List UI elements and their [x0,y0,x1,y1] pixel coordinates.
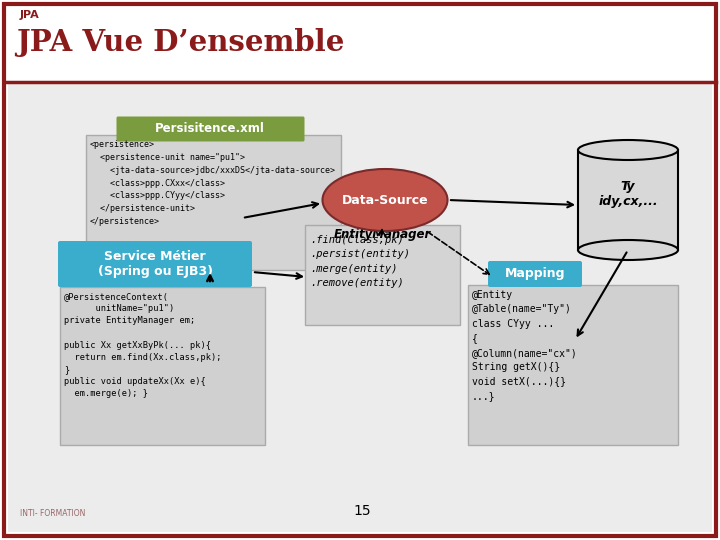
Ellipse shape [578,240,678,260]
Text: Service Métier
(Spring ou EJB3): Service Métier (Spring ou EJB3) [97,250,212,278]
Text: @Entity
@Table(name="Ty")
class CYyy ...
{
@Column(name="cx")
String getX(){}
vo: @Entity @Table(name="Ty") class CYyy ...… [472,290,577,401]
Text: JPA Vue D’ensemble: JPA Vue D’ensemble [16,28,344,57]
Text: INTI- FORMATION: INTI- FORMATION [20,509,86,518]
FancyBboxPatch shape [60,287,265,445]
Text: EntityManager: EntityManager [333,228,431,241]
Text: @PersistenceContext(
      unitName="pu1")
private EntityManager em;

public Xx : @PersistenceContext( unitName="pu1") pri… [64,292,222,398]
Text: .find(Class,pk)
.persist(entity)
.merge(entity)
.remove(entity): .find(Class,pk) .persist(entity) .merge(… [310,235,410,288]
Text: Mapping: Mapping [505,267,565,280]
FancyBboxPatch shape [578,150,678,250]
Text: Data-Source: Data-Source [342,193,428,206]
Text: Ty
idy,cx,...: Ty idy,cx,... [598,180,658,208]
Text: JPA: JPA [20,10,40,20]
FancyBboxPatch shape [488,261,582,287]
FancyBboxPatch shape [468,285,678,445]
Ellipse shape [323,169,448,231]
Text: Persisitence.xml: Persisitence.xml [155,123,265,136]
Text: <persistence>
  <persistence-unit name="pu1">
    <jta-data-source>jdbc/xxxDS</j: <persistence> <persistence-unit name="pu… [90,140,335,226]
FancyBboxPatch shape [117,117,305,141]
Text: 15: 15 [354,504,371,518]
FancyBboxPatch shape [4,4,716,536]
FancyBboxPatch shape [86,135,341,270]
FancyBboxPatch shape [8,84,712,532]
FancyBboxPatch shape [305,225,460,325]
FancyBboxPatch shape [58,241,252,287]
Ellipse shape [578,140,678,160]
